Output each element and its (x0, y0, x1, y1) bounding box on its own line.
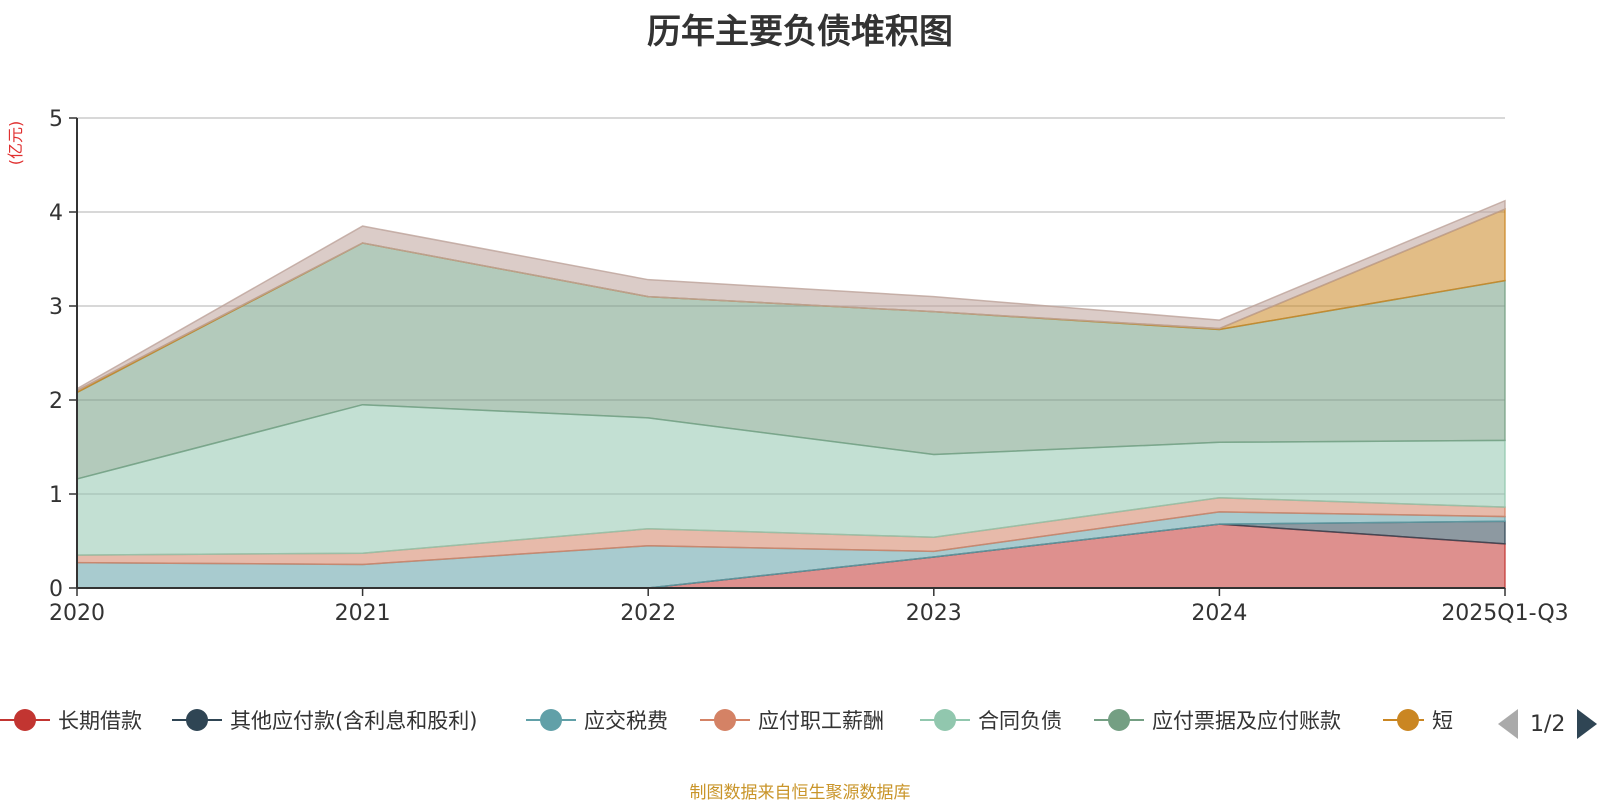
legend-label: 合同负债 (978, 709, 1062, 733)
legend-item[interactable]: 应付票据及应付账款 (1094, 700, 1341, 740)
chart-title: 历年主要负债堆积图 (647, 12, 953, 52)
legend-symbol-icon (920, 708, 970, 732)
legend-symbol-icon (172, 708, 222, 732)
legend-symbol-icon (1383, 708, 1424, 732)
x-tick-label: 2020 (49, 601, 105, 626)
y-tick-label: 5 (49, 107, 63, 132)
legend-label: 短 (1432, 709, 1453, 733)
y-tick-label: 1 (49, 483, 63, 508)
y-tick-label: 3 (49, 295, 63, 320)
legend: 长期借款 其他应付款(含利息和股利) 应交税费 应付职工薪酬 合同负债 应付票据及应付账款… (0, 700, 1600, 740)
legend-item[interactable]: 应交税费 (526, 700, 668, 740)
legend-label: 应交税费 (584, 709, 668, 733)
x-tick-label: 2024 (1191, 601, 1247, 626)
legend-page-indicator: 1/2 (1530, 711, 1566, 737)
legend-item[interactable]: 长期借款 (0, 700, 142, 740)
x-tick-label: 2022 (620, 601, 676, 626)
legend-label: 应付职工薪酬 (758, 709, 884, 733)
legend-item[interactable]: 短 (1383, 700, 1453, 740)
legend-item[interactable]: 合同负债 (920, 700, 1062, 740)
legend-symbol-icon (1094, 708, 1144, 732)
legend-pager: 1/2 (1498, 706, 1598, 742)
x-tick-label: 2025Q1-Q3 (1441, 601, 1568, 626)
legend-prev-page-icon[interactable] (1498, 709, 1518, 739)
source-note: 制图数据来自恒生聚源数据库 (689, 783, 911, 803)
legend-label: 长期借款 (58, 709, 142, 733)
legend-symbol-icon (700, 708, 750, 732)
area-series (76, 199, 1506, 589)
legend-item[interactable]: 应付职工薪酬 (700, 700, 884, 740)
legend-item[interactable]: 其他应付款(含利息和股利) (172, 700, 477, 740)
axes: 0 1 2 3 4 5 2020 2021 2022 2023 2024 2025Q1-Q3 (49, 107, 1569, 626)
x-tick-label: 2023 (906, 601, 962, 626)
legend-label: 其他应付款(含利息和股利) (230, 709, 478, 733)
area-series-7 (76, 199, 1506, 392)
legend-symbol-icon (526, 708, 576, 732)
y-tick-label: 2 (49, 389, 63, 414)
legend-symbol-icon (0, 708, 50, 732)
y-tick-label: 4 (49, 201, 63, 226)
legend-next-page-icon[interactable] (1577, 709, 1598, 739)
plot-area: 0 1 2 3 4 5 2020 2021 2022 2023 2024 2025Q1-Q3 (亿元) (6, 107, 1569, 626)
y-axis-unit: (亿元) (6, 121, 25, 166)
y-tick-label: 0 (49, 577, 63, 602)
legend-label: 应付票据及应付账款 (1152, 709, 1341, 733)
x-tick-label: 2021 (335, 601, 391, 626)
